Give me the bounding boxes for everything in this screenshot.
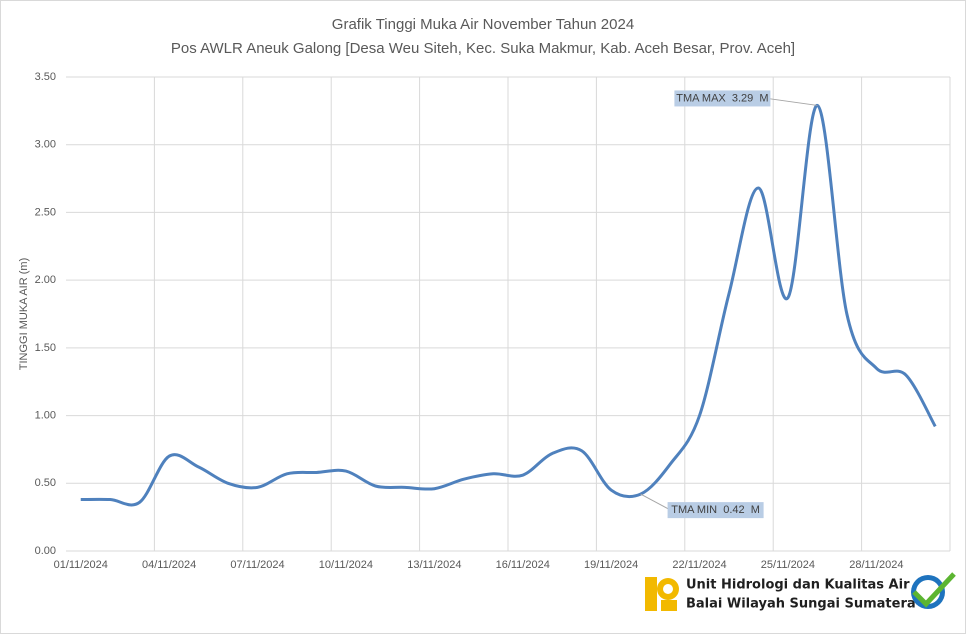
- y-tick-label: 2.00: [35, 274, 56, 286]
- y-tick-label: 2.50: [35, 206, 56, 218]
- y-tick-label: 1.00: [35, 409, 56, 421]
- x-tick-label: 25/11/2024: [761, 559, 815, 571]
- chart-title: Grafik Tinggi Muka Air November Tahun 20…: [332, 16, 634, 33]
- x-tick-label: 04/11/2024: [142, 559, 196, 571]
- annotation-leader: [767, 97, 818, 106]
- data-line: [80, 103, 937, 507]
- x-tick-label: 07/11/2024: [230, 559, 284, 571]
- y-tick-label: 0.50: [35, 477, 56, 489]
- logo: Unit Hidrologi dan Kualitas Air Balai Wi…: [645, 572, 956, 612]
- x-tick-label: 28/11/2024: [849, 559, 903, 571]
- annotation: TMA MIN 0.42 M: [671, 504, 760, 516]
- y-axis-label: TINGGI MUKA AIR (m): [18, 258, 30, 370]
- y-tick-label: 1.50: [35, 342, 56, 354]
- x-tick-label: 01/11/2024: [54, 559, 108, 571]
- footer-line: Unit Hidrologi dan Kualitas Air: [686, 578, 910, 593]
- y-tick-label: 3.00: [35, 139, 56, 151]
- x-tick-label: 22/11/2024: [672, 559, 726, 571]
- chart-subtitle: Pos AWLR Aneuk Galong [Desa Weu Siteh, K…: [171, 40, 795, 57]
- x-tick-label: 10/11/2024: [319, 559, 373, 571]
- annotation: TMA MAX 3.29 M: [676, 92, 768, 104]
- annotation-leader: [640, 493, 671, 511]
- x-tick-label: 19/11/2024: [584, 559, 638, 571]
- annotation-box: [667, 502, 764, 519]
- y-tick-label: 3.50: [35, 71, 56, 83]
- y-tick-label: 0.00: [35, 545, 56, 557]
- annotation-box: [674, 90, 771, 107]
- x-tick-label: 16/11/2024: [496, 559, 550, 571]
- footer-line: Balai Wilayah Sungai Sumatera-I: [686, 597, 926, 612]
- x-tick-label: 13/11/2024: [407, 559, 461, 571]
